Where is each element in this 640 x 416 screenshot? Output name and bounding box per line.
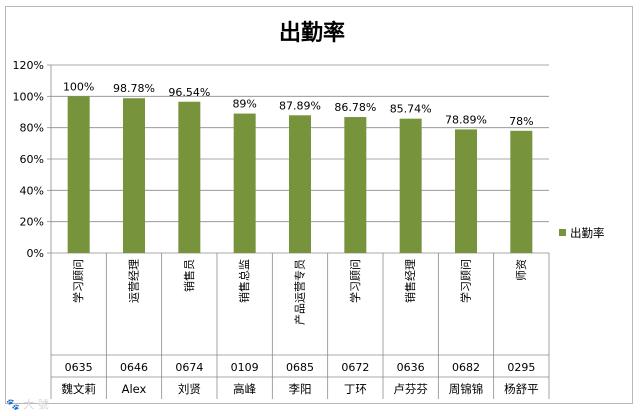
data-label: 98.78% (113, 82, 155, 95)
category-name-label: 高峰 (233, 382, 256, 396)
category-position-label: 运营经理 (127, 259, 141, 303)
y-tick-label: 100% (13, 90, 44, 103)
category-id-label: 0682 (452, 361, 480, 374)
category-name-label: 卢芬芬 (393, 382, 428, 396)
y-tick-label: 40% (20, 184, 44, 197)
bar (233, 113, 256, 253)
data-label: 96.54% (168, 86, 210, 99)
bar (123, 98, 145, 254)
data-label: 100% (63, 80, 94, 93)
category-position-label: 销售经理 (403, 259, 417, 303)
legend-swatch (559, 229, 566, 236)
category-position-label: 学习顾问 (348, 259, 362, 303)
data-label: 85.74% (390, 103, 432, 116)
bar (399, 118, 422, 253)
bar (510, 130, 533, 253)
bar (67, 96, 90, 253)
category-position-label: 产品运营专员 (293, 259, 307, 325)
data-label: 87.89% (279, 99, 321, 112)
bar (455, 129, 477, 253)
category-id-label: 0635 (65, 361, 93, 374)
category-name-label: Alex (122, 382, 147, 396)
category-id-label: 0672 (341, 361, 369, 374)
category-name-label: 魏文莉 (61, 382, 96, 396)
category-id-label: 0674 (175, 361, 203, 374)
category-name-label: 李阳 (289, 382, 312, 396)
bar-chart: 出勤率 0% 20% 40% 60% 80% 100% 120% 100% 学习顾问 0635 魏文莉… (13, 20, 605, 399)
category-position-label: 师资 (515, 259, 528, 281)
y-tick-label: 20% (20, 216, 44, 229)
legend-label: 出勤率 (570, 226, 605, 240)
category-id-label: 0109 (231, 361, 259, 374)
category-position-label: 学习顾问 (71, 259, 85, 303)
y-tick-label: 120% (13, 59, 44, 72)
category-position-label: 销售总监 (237, 259, 251, 303)
bar (289, 115, 311, 253)
bar (178, 101, 201, 253)
category-id-label: 0685 (286, 361, 314, 374)
chart-frame: 出勤率 0% 20% 40% 60% 80% 100% 120% 100% 学习顾问 0635 魏文莉… (5, 6, 633, 404)
category-id-label: 0295 (507, 361, 535, 374)
data-label: 89% (232, 98, 256, 111)
category-id-label: 0636 (397, 361, 425, 374)
watermark: 🐾 大 號 (6, 398, 49, 411)
category-id-label: 0646 (120, 361, 148, 374)
bar (344, 117, 367, 253)
data-label: 86.78% (334, 101, 376, 114)
y-tick-label: 0% (27, 247, 44, 260)
category-name-label: 丁环 (344, 382, 367, 396)
data-label: 78.89% (445, 113, 487, 126)
category-position-label: 销售员 (182, 259, 196, 292)
y-tick-label: 60% (20, 153, 44, 166)
category-position-label: 学习顾问 (459, 259, 473, 303)
category-name-label: 杨舒平 (504, 382, 539, 396)
y-tick-label: 80% (20, 122, 44, 135)
category-name-label: 周锦锦 (449, 382, 484, 396)
category-name-label: 刘贤 (178, 382, 201, 396)
chart-title: 出勤率 (279, 20, 345, 46)
data-label: 78% (509, 115, 533, 128)
